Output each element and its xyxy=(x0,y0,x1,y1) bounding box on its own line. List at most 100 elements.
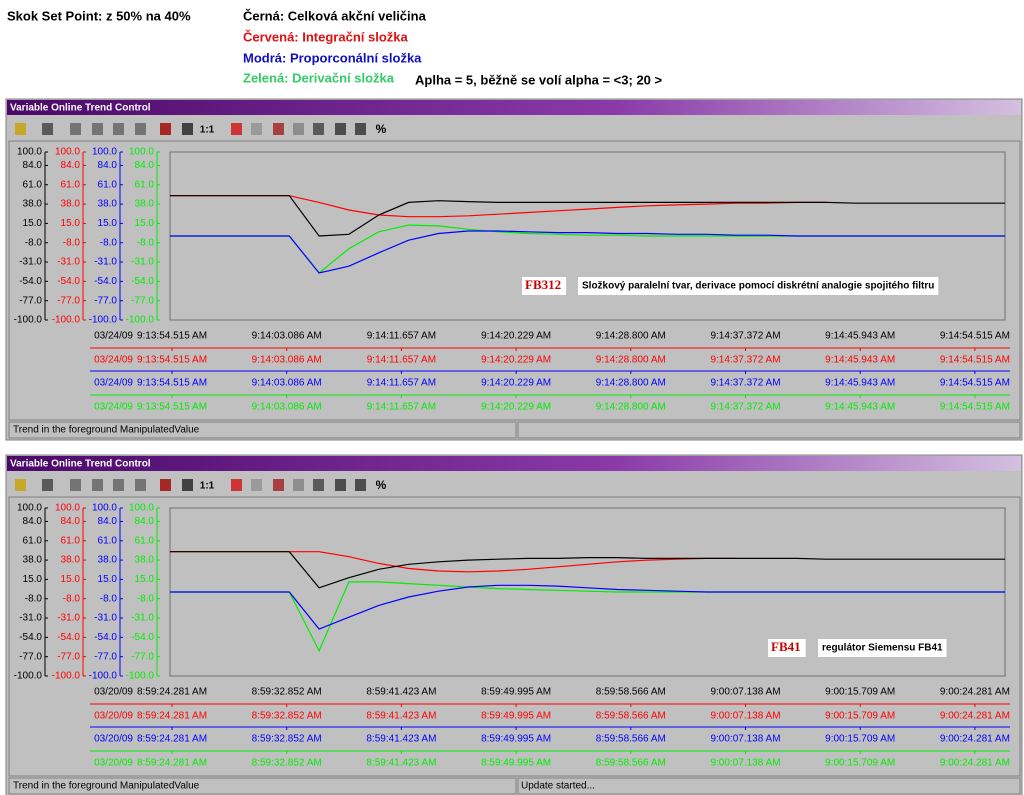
toolbar-button[interactable] xyxy=(355,479,366,491)
toolbar-button[interactable] xyxy=(355,123,366,135)
y-tick-label: -8.0 xyxy=(25,593,43,604)
toolbar-button[interactable] xyxy=(251,479,262,491)
time-label: 9:14:37.372 AM xyxy=(710,378,780,389)
status-text: Trend in the foreground ManipulatedValue xyxy=(13,781,200,792)
time-label: 9:14:54.515 AM xyxy=(940,402,1010,413)
y-tick-label: -77.0 xyxy=(131,651,154,662)
time-label: 9:00:24.281 AM xyxy=(940,758,1010,769)
y-tick-label: -54.0 xyxy=(19,276,42,287)
y-tick-label: -100.0 xyxy=(126,315,155,326)
y-tick-label: -54.0 xyxy=(131,276,154,287)
toolbar-button[interactable] xyxy=(42,123,53,135)
toolbar-button[interactable] xyxy=(335,479,346,491)
title: Variable Online Trend Control xyxy=(10,459,151,470)
status-cell xyxy=(517,777,1021,795)
toolbar-button[interactable] xyxy=(182,123,193,135)
y-tick-label: -31.0 xyxy=(19,257,42,268)
y-tick-label: 61.0 xyxy=(61,535,81,546)
toolbar-button[interactable] xyxy=(231,123,242,135)
toolbar-button[interactable] xyxy=(113,123,124,135)
status-text: Update started... xyxy=(521,781,595,792)
y-tick-label: -8.0 xyxy=(63,593,81,604)
time-label: 8:59:24.281 AM xyxy=(137,734,207,745)
time-label: 9:14:20.229 AM xyxy=(481,355,551,366)
time-label: 9:13:54.515 AM xyxy=(137,378,207,389)
y-tick-label: 100.0 xyxy=(92,147,117,158)
y-tick-label: -77.0 xyxy=(94,295,117,306)
status-cell xyxy=(517,421,1021,439)
title-bar xyxy=(7,456,1021,471)
toolbar-button[interactable] xyxy=(135,123,146,135)
time-label: 8:59:41.423 AM xyxy=(366,711,436,722)
y-tick-label: -8.0 xyxy=(100,237,118,248)
y-tick-label: 61.0 xyxy=(98,179,118,190)
time-label: 9:14:11.657 AM xyxy=(367,331,436,342)
time-label: 9:14:54.515 AM xyxy=(940,378,1010,389)
toolbar-button[interactable] xyxy=(15,123,26,135)
status-cell xyxy=(8,777,517,795)
toolbar-button[interactable] xyxy=(135,479,146,491)
time-label: 8:59:32.852 AM xyxy=(252,687,322,698)
time-label: 9:14:20.229 AM xyxy=(481,378,551,389)
toolbar-button[interactable] xyxy=(92,479,103,491)
time-label: 9:14:45.943 AM xyxy=(825,402,895,413)
time-label: 9:00:24.281 AM xyxy=(940,687,1010,698)
toolbar-button[interactable] xyxy=(42,479,53,491)
time-label: 9:14:28.800 AM xyxy=(596,402,666,413)
toolbar-button[interactable] xyxy=(335,123,346,135)
toolbar-button[interactable] xyxy=(293,123,304,135)
y-tick-label: 15.0 xyxy=(135,218,155,229)
toolbar-button[interactable]: % xyxy=(376,478,387,492)
y-tick-label: 100.0 xyxy=(129,503,154,514)
time-label: 9:14:45.943 AM xyxy=(825,355,895,366)
toolbar-button[interactable] xyxy=(273,123,284,135)
y-tick-label: 61.0 xyxy=(61,179,81,190)
toolbar-button[interactable]: 1:1 xyxy=(200,481,215,492)
trend-line xyxy=(170,584,1005,630)
toolbar-button[interactable] xyxy=(70,479,81,491)
time-label: 9:00:15.709 AM xyxy=(825,711,895,722)
toolbar-button[interactable] xyxy=(231,479,242,491)
y-tick-label: -100.0 xyxy=(14,315,43,326)
toolbar-button[interactable] xyxy=(313,123,324,135)
y-tick-label: -31.0 xyxy=(94,613,117,624)
y-tick-label: -31.0 xyxy=(131,257,154,268)
toolbar-button[interactable] xyxy=(160,479,171,491)
toolbar-button[interactable] xyxy=(113,479,124,491)
annotation-box xyxy=(768,639,806,657)
time-date: 03/20/09 xyxy=(94,687,133,698)
annotation-label: FB41 xyxy=(771,639,801,654)
toolbar-button[interactable] xyxy=(182,479,193,491)
y-tick-label: 61.0 xyxy=(23,535,43,546)
time-label: 8:59:58.566 AM xyxy=(596,711,666,722)
y-tick-label: -54.0 xyxy=(57,632,80,643)
toolbar-button[interactable] xyxy=(15,479,26,491)
time-date: 03/24/09 xyxy=(94,331,133,342)
time-label: 8:59:58.566 AM xyxy=(596,734,666,745)
toolbar-button[interactable]: % xyxy=(376,122,387,136)
y-tick-label: 100.0 xyxy=(17,147,42,158)
time-label: 8:59:58.566 AM xyxy=(596,758,666,769)
toolbar-button[interactable] xyxy=(313,479,324,491)
status-cell xyxy=(8,421,517,439)
time-label: 8:59:32.852 AM xyxy=(252,734,322,745)
time-label: 9:14:37.372 AM xyxy=(710,355,780,366)
toolbar-button[interactable] xyxy=(273,479,284,491)
toolbar-button[interactable] xyxy=(251,123,262,135)
time-label: 9:00:07.138 AM xyxy=(710,687,780,698)
legend-text: Černá: Celková akční veličina xyxy=(243,8,427,23)
toolbar-button[interactable] xyxy=(92,123,103,135)
time-date: 03/20/09 xyxy=(94,734,133,745)
y-tick-label: 100.0 xyxy=(92,503,117,514)
time-date: 03/24/09 xyxy=(94,355,133,366)
y-tick-label: 15.0 xyxy=(61,218,81,229)
toolbar-button[interactable] xyxy=(160,123,171,135)
y-tick-label: -31.0 xyxy=(94,257,117,268)
time-label: 9:14:11.657 AM xyxy=(367,402,436,413)
toolbar-button[interactable]: 1:1 xyxy=(200,125,215,136)
time-date: 03/20/09 xyxy=(94,711,133,722)
y-tick-label: -31.0 xyxy=(131,613,154,624)
toolbar-button[interactable] xyxy=(293,479,304,491)
toolbar-button[interactable] xyxy=(70,123,81,135)
time-label: 8:59:49.995 AM xyxy=(481,758,551,769)
